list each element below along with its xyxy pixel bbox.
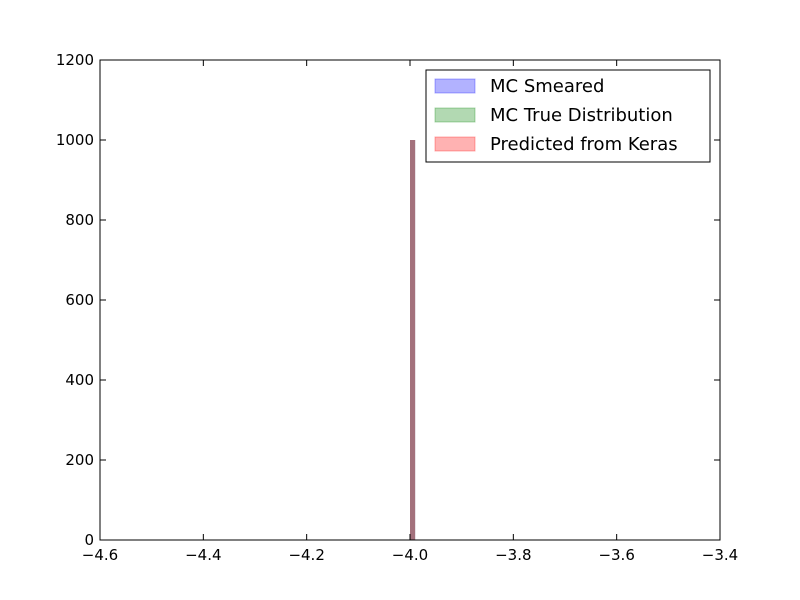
y-tick-label: 400 bbox=[65, 371, 94, 389]
x-tick-label: −4.0 bbox=[392, 546, 428, 564]
y-tick-label: 600 bbox=[65, 291, 94, 309]
x-tick-label: −3.4 bbox=[702, 546, 738, 564]
y-tick-label: 1200 bbox=[56, 51, 94, 69]
legend-label: Predicted from Keras bbox=[490, 134, 678, 155]
histogram-bars bbox=[410, 140, 416, 540]
y-tick-label: 1000 bbox=[56, 131, 94, 149]
histogram-bar bbox=[410, 140, 416, 540]
x-tick-label: −3.8 bbox=[495, 546, 531, 564]
legend-label: MC True Distribution bbox=[490, 105, 673, 126]
y-tick-label: 0 bbox=[84, 531, 94, 549]
histogram-bar bbox=[410, 140, 416, 540]
x-tick-label: −4.4 bbox=[185, 546, 221, 564]
histogram-bar bbox=[410, 140, 416, 540]
x-axis: −4.6 −4.4 −4.2 −4.0 −3.8 −3.6 −3.4 bbox=[82, 60, 738, 564]
y-axis: 0 200 400 600 800 1000 1200 bbox=[56, 51, 720, 549]
x-tick-label: −4.2 bbox=[288, 546, 324, 564]
legend-box bbox=[425, 69, 711, 163]
x-tick-label: −3.6 bbox=[598, 546, 634, 564]
legend-swatch bbox=[434, 136, 476, 152]
legend-label: MC Smeared bbox=[490, 76, 604, 97]
legend-swatch bbox=[434, 107, 476, 123]
y-tick-label: 800 bbox=[65, 211, 94, 229]
y-tick-label: 200 bbox=[65, 451, 94, 469]
legend: MC Smeared MC True Distribution Predicted … bbox=[425, 69, 711, 163]
legend-swatch bbox=[434, 78, 476, 94]
x-tick-label: −4.6 bbox=[82, 546, 118, 564]
